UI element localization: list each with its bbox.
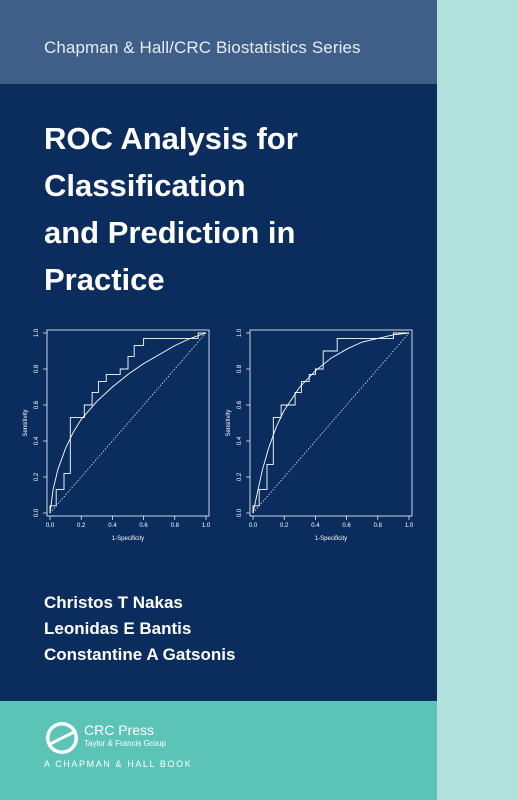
roc-plot-left: 0.0 0.2 0.4 0.6 0.8 1.0 0.0 0.2 0.4 0.6 0.8 1.0 1-Sp… bbox=[22, 322, 217, 552]
roc-chart-right: 0.0 0.2 0.4 0.6 0.8 1.0 0.0 0.2 0.4 0.6 0.8 1.0 1-Sp… bbox=[226, 328, 414, 542]
y-tick-label: 0.4 bbox=[237, 436, 243, 445]
y-tick-label: 1.0 bbox=[34, 328, 40, 337]
y-axis-label: Sensitivity bbox=[226, 409, 232, 436]
y-tick-label: 0.6 bbox=[237, 400, 243, 409]
x-tick-label: 0.6 bbox=[139, 523, 148, 529]
y-tick-label: 0.0 bbox=[237, 508, 243, 517]
publisher-name: CRC Press bbox=[84, 722, 155, 738]
x-tick-label: 0.8 bbox=[171, 523, 180, 529]
y-axis-label: Sensitivity bbox=[23, 409, 29, 436]
smooth-roc-line bbox=[252, 332, 410, 514]
author-list: Christos T Nakas Leonidas E Bantis Const… bbox=[44, 590, 235, 668]
x-tick-label: 0.2 bbox=[280, 523, 289, 529]
series-name: Chapman & Hall/CRC Biostatistics Series bbox=[44, 38, 361, 57]
x-tick-label: 0.4 bbox=[108, 523, 117, 529]
title-line-2: Classification bbox=[44, 168, 246, 203]
y-tick-label: 0.8 bbox=[34, 364, 40, 373]
y-tick-label: 0.4 bbox=[34, 436, 40, 445]
series-banner: Chapman & Hall/CRC Biostatistics Series bbox=[0, 0, 437, 84]
empirical-roc-line bbox=[49, 332, 206, 513]
right-accent-strip bbox=[437, 0, 517, 800]
x-tick-label: 0.2 bbox=[77, 523, 86, 529]
chance-diagonal-line bbox=[252, 332, 410, 514]
y-tick-label: 1.0 bbox=[237, 328, 243, 337]
author-3: Constantine A Gatsonis bbox=[44, 645, 236, 664]
x-tick-label: 0.0 bbox=[46, 523, 55, 529]
title-line-4: Practice bbox=[44, 262, 165, 297]
crc-press-logo-icon bbox=[46, 722, 78, 754]
y-tick-label: 0.8 bbox=[237, 364, 243, 373]
x-tick-label: 0.4 bbox=[311, 523, 320, 529]
title-line-3: and Prediction in bbox=[44, 215, 296, 250]
y-tick-label: 0.6 bbox=[34, 400, 40, 409]
x-axis-label: 1-Specificity bbox=[112, 536, 144, 542]
chance-diagonal-line bbox=[49, 332, 207, 514]
x-tick-label: 0.8 bbox=[374, 523, 383, 529]
publisher-block: CRC Press Taylor & Francis Group bbox=[84, 722, 166, 748]
x-tick-label: 1.0 bbox=[405, 523, 414, 529]
y-tick-label: 0.2 bbox=[237, 472, 243, 481]
x-tick-label: 1.0 bbox=[202, 523, 211, 529]
smooth-roc-line bbox=[49, 332, 207, 514]
plot-frame bbox=[249, 329, 413, 517]
title-line-1: ROC Analysis for bbox=[44, 121, 298, 156]
y-tick-label: 0.2 bbox=[34, 472, 40, 481]
roc-chart-left: 0.0 0.2 0.4 0.6 0.8 1.0 0.0 0.2 0.4 0.6 0.8 1.0 1-Sp… bbox=[23, 328, 211, 542]
y-tick-label: 0.0 bbox=[34, 508, 40, 517]
author-1: Christos T Nakas bbox=[44, 593, 183, 612]
book-title: ROC Analysis for Classification and Pred… bbox=[44, 115, 424, 303]
empirical-roc-line bbox=[252, 332, 409, 513]
imprint-line: A CHAPMAN & HALL BOOK bbox=[44, 759, 193, 769]
cover-main-panel bbox=[0, 84, 437, 701]
roc-plot-right: 0.0 0.2 0.4 0.6 0.8 1.0 0.0 0.2 0.4 0.6 0.8 1.0 1-Sp… bbox=[225, 322, 420, 552]
author-2: Leonidas E Bantis bbox=[44, 619, 192, 638]
x-axis-label: 1-Specificity bbox=[315, 536, 347, 542]
x-tick-label: 0.0 bbox=[249, 523, 258, 529]
publisher-band bbox=[0, 701, 437, 800]
plot-frame bbox=[46, 329, 210, 517]
publisher-group: Taylor & Francis Group bbox=[84, 739, 166, 748]
x-tick-label: 0.6 bbox=[342, 523, 351, 529]
